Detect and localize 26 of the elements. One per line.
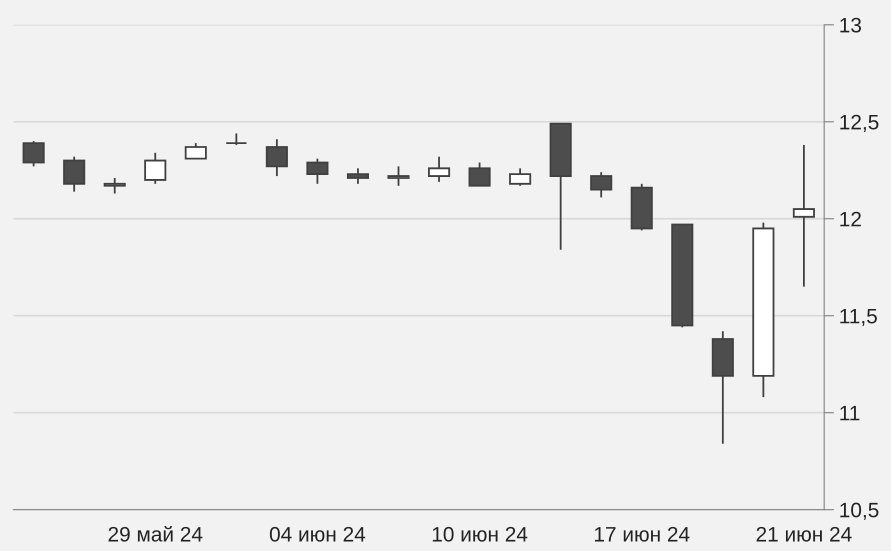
candlestick xyxy=(468,162,491,187)
candlestick xyxy=(63,156,86,192)
candlestick xyxy=(104,177,126,194)
x-tick-label: 21 июн 24 xyxy=(756,526,852,542)
candlestick xyxy=(266,138,288,177)
candlestick xyxy=(22,140,45,168)
y-tick-label: 11 xyxy=(840,406,860,420)
x-tick-label: 10 июн 24 xyxy=(432,526,528,542)
y-tick-label: 12 xyxy=(840,212,861,226)
candlestick xyxy=(792,144,815,288)
x-tick-label: 17 июн 24 xyxy=(594,526,690,542)
y-tick-label: 12,5 xyxy=(840,114,878,132)
y-tick-label: 13 xyxy=(840,18,862,33)
candlestick xyxy=(428,156,450,183)
candlestick xyxy=(306,158,328,185)
candlestick xyxy=(387,165,410,187)
candlestick xyxy=(225,132,248,146)
candlestick xyxy=(590,171,612,198)
candlestick xyxy=(346,167,369,185)
x-tick-label: 04 июн 24 xyxy=(270,526,366,542)
candlestick xyxy=(144,152,166,185)
candlestick xyxy=(184,142,207,160)
y-tick-label: 10,5 xyxy=(840,502,878,520)
x-tick-label: 29 май 24 xyxy=(108,526,202,542)
candlestick xyxy=(509,167,532,187)
y-tick-label: 11,5 xyxy=(840,308,877,326)
